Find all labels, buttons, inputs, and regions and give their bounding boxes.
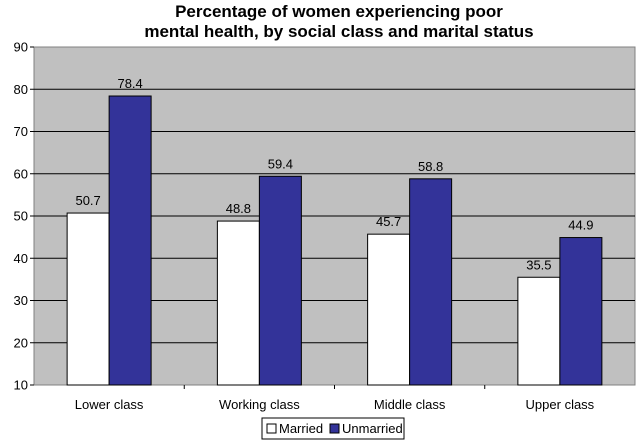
data-label: 48.8 — [226, 201, 251, 216]
data-label: 44.9 — [568, 218, 593, 233]
data-labels: 50.7 78.4 48.8 59.4 45.7 58.8 35.5 44.9 — [75, 76, 593, 272]
y-axis-tick-labels: 10 20 30 40 50 60 70 80 90 — [14, 40, 28, 393]
bar-married-upper-class — [517, 276, 561, 386]
chart-title-line-2: mental health, by social class and marit… — [144, 22, 533, 41]
bar-unmarried-working-class — [258, 175, 302, 386]
legend-label-unmarried: Unmarried — [342, 421, 403, 436]
y-tick-label: 10 — [14, 378, 28, 393]
legend-swatch-married — [266, 423, 277, 434]
legend-label-married: Married — [279, 421, 323, 436]
data-label: 59.4 — [268, 156, 293, 171]
bar-married-middle-class — [367, 233, 411, 386]
chart-title-line-1: Percentage of women experiencing poor — [175, 2, 503, 21]
category-label: Upper class — [526, 397, 595, 412]
legend: Married Unmarried — [261, 417, 405, 440]
category-label: Working class — [219, 397, 300, 412]
category-label: Lower class — [75, 397, 144, 412]
data-label: 45.7 — [376, 214, 401, 229]
bar-married-lower-class — [66, 212, 110, 386]
bars — [66, 95, 603, 386]
y-tick-label: 30 — [14, 293, 28, 308]
y-tick-label: 90 — [14, 40, 28, 55]
y-tick-label: 20 — [14, 335, 28, 350]
legend-swatch-unmarried — [329, 423, 340, 434]
y-tick-label: 60 — [14, 166, 28, 181]
bar-married-working-class — [216, 220, 260, 386]
y-tick-label: 40 — [14, 251, 28, 266]
y-tick-label: 50 — [14, 209, 28, 224]
bar-unmarried-middle-class — [409, 178, 453, 386]
data-label: 58.8 — [418, 159, 443, 174]
x-axis-category-labels: Lower class Working class Middle class Uppe… — [75, 397, 595, 412]
category-label: Middle class — [374, 397, 446, 412]
y-tick-label: 70 — [14, 124, 28, 139]
data-label: 78.4 — [117, 76, 142, 91]
data-label: 35.5 — [526, 257, 551, 272]
bar-unmarried-lower-class — [108, 95, 152, 386]
data-label: 50.7 — [75, 193, 100, 208]
y-tick-label: 80 — [14, 82, 28, 97]
bar-unmarried-upper-class — [559, 237, 603, 386]
